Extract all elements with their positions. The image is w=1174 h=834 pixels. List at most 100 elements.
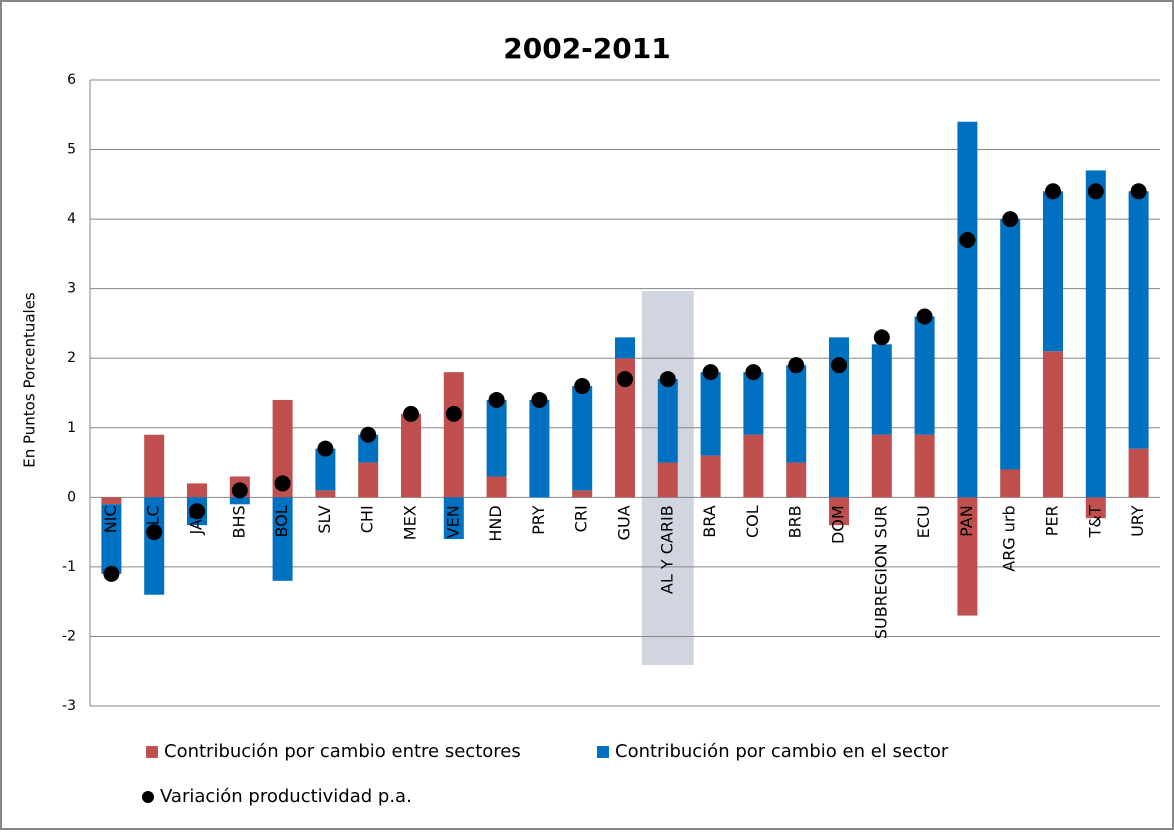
x-tick-label: BOL [272,505,291,537]
dot [788,357,805,374]
bar [829,497,849,526]
bar [657,379,678,463]
bar [187,483,207,498]
x-tick-label: AL Y CARIB [657,505,676,594]
x-tick-label: BHS [229,505,248,538]
x-tick-label: T&T [1085,505,1104,538]
legend-swatch [146,746,158,758]
bar [700,455,721,498]
dot [103,565,120,582]
dot [146,524,163,541]
bar [786,365,807,463]
bar [615,358,635,498]
x-tick-label: ARG urb [1000,505,1019,571]
x-tick-label: PAN [957,505,976,537]
x-tick-label: COL [743,505,762,538]
bar [1000,219,1021,470]
y-tick-label: -3 [62,698,76,714]
x-tick-label: SLV [315,505,334,533]
legend-swatch [597,746,609,758]
bar [272,497,293,581]
dot [274,475,291,492]
bar [957,121,978,498]
dot [916,308,933,325]
bar [1085,170,1106,498]
dot [445,405,462,422]
bar [529,399,550,498]
x-tick-label: PRY [529,505,548,535]
bar [786,462,807,498]
dot [702,364,719,381]
bar [401,413,421,498]
dot [873,329,890,346]
x-tick-label: CHI [358,505,377,533]
bar [743,434,764,498]
dot [659,371,676,388]
dot [531,391,548,408]
x-tick-label: BRA [700,505,719,537]
x-tick-label: HND [486,505,505,541]
x-tick-label: VEN [443,505,462,538]
bar [1000,469,1021,498]
y-tick-label: -2 [62,628,76,644]
bar [914,316,935,435]
dot [617,371,633,388]
bar [315,448,336,491]
y-tick-label: -1 [62,559,76,575]
dot [360,426,377,443]
bar [914,434,935,498]
dot [1045,183,1061,200]
dot [317,440,334,457]
bar [957,497,978,616]
y-axis-label: En Puntos Porcentuales [21,292,39,468]
dot [189,503,205,520]
x-tick-label: NIC [101,505,120,533]
bar [1043,191,1063,352]
y-tick-label: 5 [67,142,76,158]
bar [1043,351,1063,498]
legend-swatch [142,791,154,803]
x-tick-label: PER [1043,505,1062,536]
bar [572,386,593,491]
legend-label: Variación productividad p.a. [160,786,412,807]
bar [657,462,678,498]
dot [1087,183,1104,200]
chart-title: 2002-2011 [503,32,670,65]
bar [871,434,892,498]
bar [315,490,336,498]
x-tick-label: BRB [786,505,805,538]
x-tick-label: CRI [572,505,591,532]
y-tick-label: 4 [67,211,76,227]
legend-label: Contribución por cambio en el sector [615,741,949,762]
bar [486,476,507,498]
x-tick-label: URY [1128,505,1147,537]
dot [1002,211,1019,228]
bar [358,462,379,498]
dot [574,378,591,395]
bar [229,497,250,505]
bar [1128,448,1149,498]
dot [403,405,419,422]
bar [829,337,849,498]
bar [615,337,635,359]
y-tick-label: 3 [67,281,76,297]
dot [959,231,976,248]
bar [1128,191,1149,449]
bar [101,504,122,574]
legend-label: Contribución por cambio entre sectores [164,741,521,762]
bar [144,497,165,595]
x-tick-label: MEX [401,505,420,540]
dot [831,357,847,374]
y-tick-label: 1 [67,420,76,436]
x-tick-label: GUA [615,505,634,540]
x-tick-label: SUBREGION SUR [871,505,890,639]
bar [1085,497,1106,519]
dot [488,391,505,408]
y-tick-label: 6 [67,72,76,88]
bar [486,399,507,477]
dot [231,482,248,499]
bar [572,490,593,498]
x-tick-label: DOM [829,505,848,544]
bar [101,497,122,505]
